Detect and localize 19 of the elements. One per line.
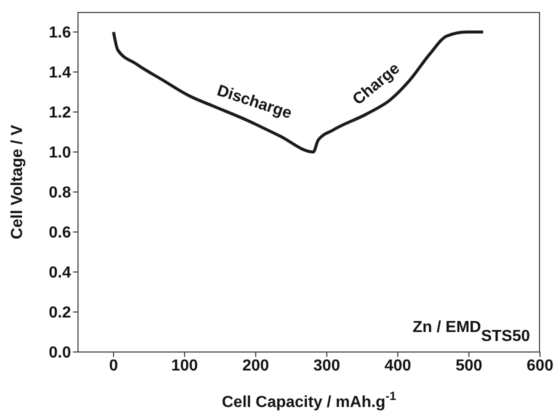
x-tick-label: 200 [242, 357, 270, 374]
y-tick-label: 1.0 [48, 144, 72, 162]
y-tick-label: 0.8 [48, 184, 72, 202]
y-tick-label: 0.2 [48, 304, 72, 322]
y-tick-label: 0.6 [48, 224, 72, 242]
y-tick-label: 0.0 [48, 344, 72, 362]
line-series [112, 30, 485, 154]
y-tick-label: 1.4 [48, 64, 72, 82]
x-tick-label: 600 [526, 357, 554, 374]
x-tick-label: 0 [109, 357, 118, 374]
x-tick-label: 400 [384, 357, 412, 374]
y-tick-label: 1.6 [48, 24, 72, 42]
x-tick-label: 500 [456, 357, 482, 374]
x-tick-label: 100 [171, 357, 198, 374]
x-axis-title: Cell Capacity / mAh.g$^{-1}$ [222, 389, 396, 411]
x-tick-label: 300 [313, 357, 340, 374]
y-tick-label: 0.4 [48, 264, 72, 282]
y-axis-title: Cell Voltage / V [9, 124, 26, 240]
y-tick-label: 1.2 [48, 104, 72, 122]
